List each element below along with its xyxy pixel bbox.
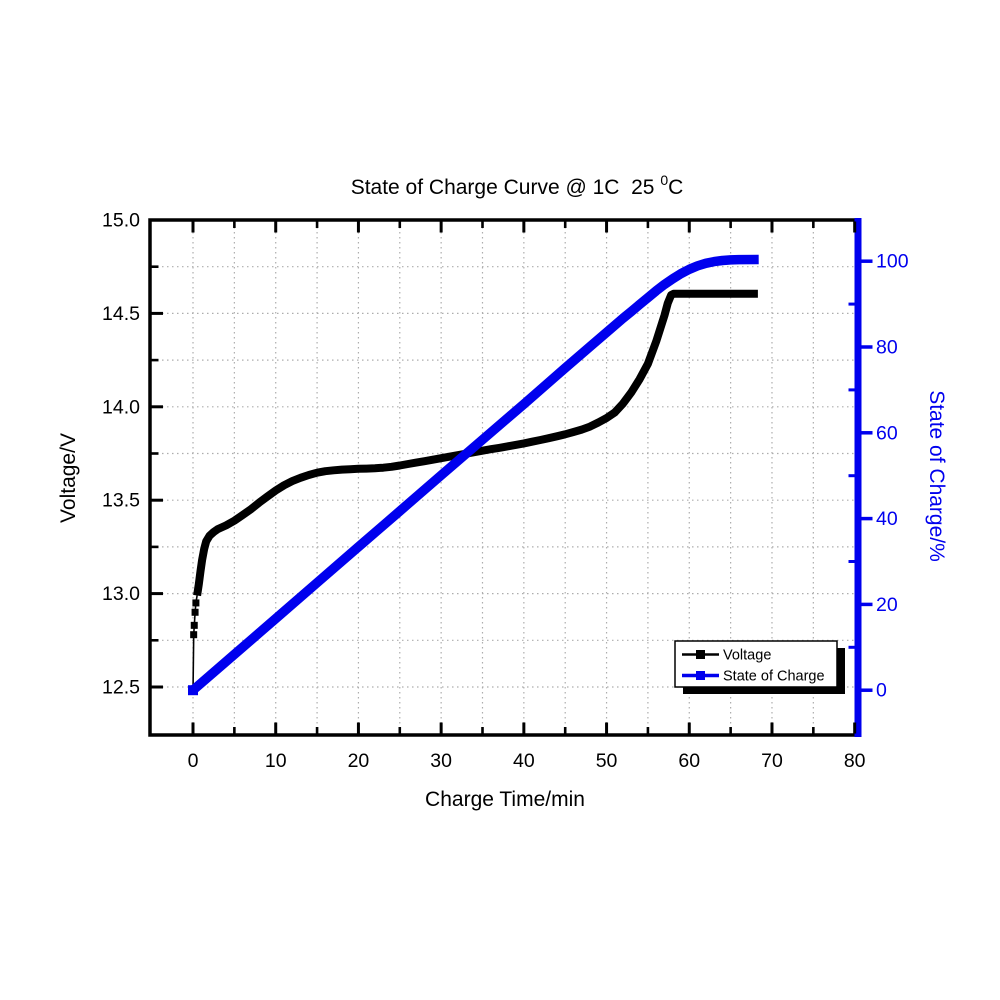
- y-right-tick-label: 80: [876, 336, 898, 358]
- chart-title: State of Charge Curve @ 1C 25 0C: [351, 172, 684, 199]
- x-tick-label: 50: [596, 750, 618, 772]
- legend-sample-marker: [696, 650, 705, 659]
- y-right-tick-label: 0: [876, 680, 887, 702]
- x-tick-label: 20: [348, 750, 370, 772]
- soc-curve: [189, 254, 759, 694]
- legend-item-label: Voltage: [723, 648, 771, 664]
- x-tick-label: 40: [513, 750, 535, 772]
- y-left-tick-label: 15.0: [102, 210, 140, 232]
- voltage-start-marker: [190, 631, 198, 639]
- chart-title-main: State of Charge Curve @ 1C 25: [351, 176, 661, 199]
- x-tick-label: 80: [844, 750, 866, 772]
- x-tick-label: 30: [430, 750, 452, 772]
- y-right-tick-label: 20: [876, 594, 898, 616]
- series-layer: [188, 254, 759, 696]
- legend: Voltage State of Charge: [674, 640, 845, 694]
- voltage-start-marker: [190, 621, 198, 629]
- y-axis-label-right: State of Charge/%: [925, 390, 948, 562]
- y-left-tick-label: 13.0: [102, 583, 140, 605]
- tick-labels-layer: 0 10 20 30 40 50 60 70 80 12.5 13.0 13.5 14.0 14.5 15.…: [102, 210, 909, 773]
- y-left-tick-label: 13.5: [102, 490, 140, 512]
- y-axis-label-left: Voltage/V: [57, 433, 80, 523]
- chart-title-superscript: 0: [660, 172, 668, 188]
- y-left-tick-label: 12.5: [102, 676, 140, 698]
- legend-item-label: State of Charge: [723, 669, 825, 685]
- axes-layer: [148, 218, 873, 737]
- x-tick-label: 10: [265, 750, 287, 772]
- voltage-start-marker: [192, 599, 200, 607]
- voltage-start-marker: [191, 608, 199, 616]
- x-tick-label: 0: [188, 750, 199, 772]
- axis-spines-black: [148, 218, 858, 737]
- voltage-curve: [193, 289, 758, 597]
- x-tick-label: 70: [761, 750, 783, 772]
- y-right-tick-label: 60: [876, 422, 898, 444]
- x-axis-label: Charge Time/min: [425, 788, 585, 811]
- x-tick-label: 60: [678, 750, 700, 772]
- y-left-tick-label: 14.5: [102, 303, 140, 325]
- chart-title-unit: C: [668, 176, 683, 199]
- y-right-tick-label: 40: [876, 508, 898, 530]
- y-right-tick-label: 100: [876, 251, 909, 273]
- y-left-tick-label: 14.0: [102, 396, 140, 418]
- legend-sample-marker: [696, 671, 705, 680]
